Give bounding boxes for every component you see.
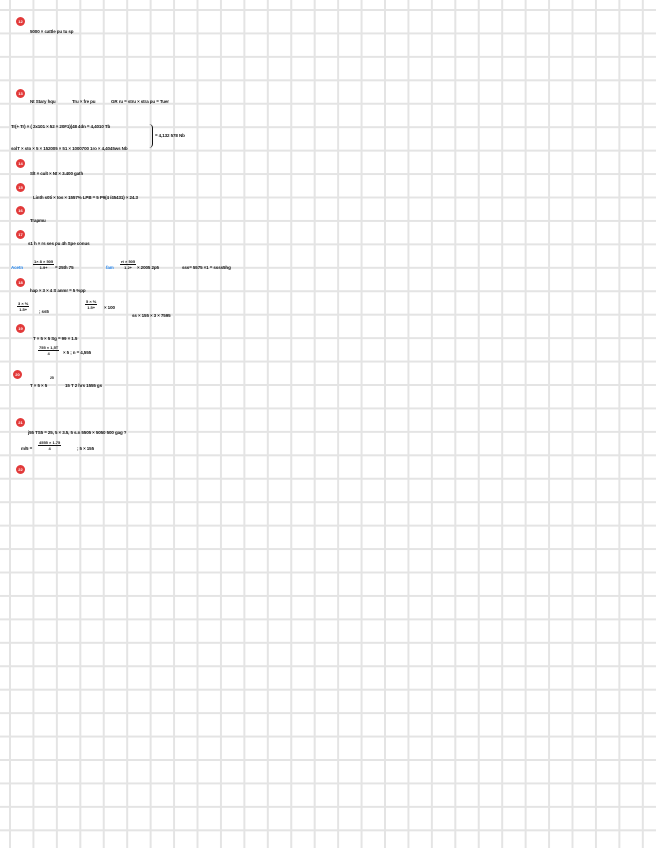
marker-5: 16 [16,206,25,215]
fraction: 5 × % 1.5+ [85,299,98,310]
denominator: 4 [48,446,51,451]
fraction: 4555 × 1.75 4 [38,440,62,451]
note-line: = 4,132 578 Nb [155,133,185,138]
marker-7: 18 [16,278,25,287]
numerator: 4555 × 1.75 [38,440,62,446]
note-line: Slt × cult × Nt × 3.400 gath [30,171,84,176]
marker-2: 13 [16,89,25,98]
superscript: 25 [50,376,54,380]
note-line: T × 5 × 5 [30,383,48,388]
denominator: 4 [47,351,50,356]
note-line: m/5 = [21,446,33,451]
note-line: sss= 5575 ×1 = ssss5hg [182,265,231,270]
note-line: Tr(+ Tr) × ( 2x101 × 52 × 20F1)(48 4dn =… [11,124,111,129]
note-line: Tru × fre pu [72,99,96,104]
marker-6: 17 [16,230,25,239]
brace [148,124,153,148]
marker-3: 14 [16,159,25,168]
note-line: Trapmu [30,218,46,223]
marker-11: 22 [16,465,25,474]
note-line: hap × 3 × 4 S anmr = 5 %pp [30,288,86,293]
numerator: rt × 505 [120,259,137,265]
label-acetn: Acetn [11,265,24,270]
fraction: 3 × % 1.5+ [17,301,30,312]
marker-10: 21 [16,418,25,427]
numerator: 5 × % [85,299,98,305]
note-line: ss × 155 × 3 × 7595 [132,313,171,318]
fraction: rt × 505 1.2+ [120,259,137,270]
note-line: T × 5 × 5 Sg = 99 × 1.5 [33,336,78,341]
denominator: 1.2+ [124,265,133,270]
marker-1: 12 [16,17,25,26]
marker-8: 19 [16,324,25,333]
note-line: ; ss5 [39,309,49,314]
numerator: 755 × 1,5T [38,345,60,351]
note-line: = 25th 75 [55,265,74,270]
note-line: Linth s0ti × tos × 1557% LPB = 5 P9(4 /4… [33,195,138,200]
note-line: 15 T 2 hrs 1555 gs [65,383,102,388]
note-line: × 100 [104,305,115,310]
note-line: × 2005 2p5 [137,265,159,270]
denominator: 1.9+ [39,265,48,270]
fraction: 1× 8 × 505 1.9+ [33,259,55,270]
note-line: solT × sto × 5 × 152005 × 51 × 1000700 1… [11,146,128,151]
denominator: 1.5+ [19,307,28,312]
note-line: GR ru = stru × stra pu = Tuer [111,99,169,104]
marker-9: 20 [13,370,22,379]
note-line: × 5 ; n = 4,555 [63,350,92,355]
note-line: ; 5 × 155 [77,446,94,451]
note-line: j55 TS5 = 25, 5 × 3.5, 5 s.n 5505 × 5050… [28,430,127,435]
note-line: Nt Stary hqu [30,99,56,104]
note-line: 5000 × cattle pu tu sp [30,29,74,34]
denominator: 1.5+ [87,305,96,310]
marker-4: 15 [16,183,25,192]
note-line: s1 h × rs ses pu 4h Spe conus [28,241,90,246]
label-fam: fam [106,265,114,270]
numerator: 3 × % [17,301,30,307]
fraction: 755 × 1,5T 4 [38,345,60,356]
numerator: 1× 8 × 505 [33,259,55,265]
